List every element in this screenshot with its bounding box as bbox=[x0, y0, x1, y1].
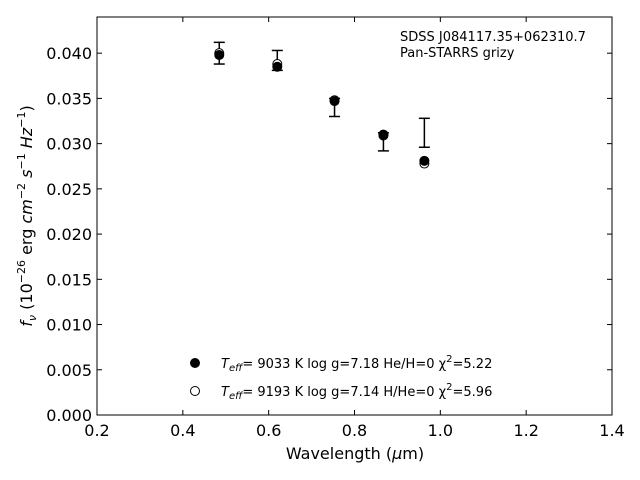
x-tick-label: 0.2 bbox=[84, 421, 109, 440]
model-point-filled bbox=[329, 96, 340, 107]
legend-marker-open bbox=[190, 386, 200, 396]
y-tick-label: 0.025 bbox=[46, 180, 92, 199]
x-tick-label: 1.2 bbox=[513, 421, 538, 440]
x-axis-label: Wavelength (μm) bbox=[286, 444, 424, 463]
y-axis-label: fν (10−26 erg cm−2 s−1 Hz−1) bbox=[15, 105, 39, 326]
legend-marker-filled bbox=[190, 358, 200, 368]
model-point-filled bbox=[378, 129, 389, 140]
axis-ticks: 0.2 0.4 0.6 0.8 1.0 1.2 1.4 0.000 0.005 0.010 0.01… bbox=[46, 17, 625, 440]
annotation-object-name: SDSS J084117.35+062310.7 bbox=[400, 30, 586, 45]
legend: Teff= 9033 K log g=7.18 He/H=0 χ2=5.22 T… bbox=[190, 354, 492, 402]
legend-entry-open: Teff= 9193 K log g=7.14 H/He=0 χ2=5.96 bbox=[221, 382, 492, 402]
legend-entry-filled: Teff= 9033 K log g=7.18 He/H=0 χ2=5.22 bbox=[221, 354, 492, 374]
model-point-filled bbox=[272, 61, 283, 72]
x-tick-label: 0.4 bbox=[170, 421, 195, 440]
x-tick-label: 1.4 bbox=[599, 421, 624, 440]
annotation-survey: Pan-STARRS grizy bbox=[400, 46, 515, 61]
error-bar bbox=[418, 117, 430, 149]
x-tick-label: 0.8 bbox=[342, 421, 367, 440]
y-tick-label: 0.015 bbox=[46, 270, 92, 289]
x-tick-label: 1.0 bbox=[428, 421, 453, 440]
x-tick-label: 0.6 bbox=[256, 421, 281, 440]
y-tick-label: 0.035 bbox=[46, 89, 92, 108]
y-tick-label: 0.010 bbox=[46, 316, 92, 335]
model-point-filled bbox=[419, 155, 430, 166]
plot-area bbox=[96, 16, 613, 416]
y-tick-label: 0.030 bbox=[46, 135, 92, 154]
chart-marks bbox=[213, 41, 430, 169]
y-tick-label: 0.005 bbox=[46, 361, 92, 380]
model-point-filled bbox=[214, 49, 225, 60]
y-tick-label: 0.020 bbox=[46, 225, 92, 244]
y-tick-label: 0.040 bbox=[46, 44, 92, 63]
plot-frame bbox=[96, 16, 613, 416]
y-tick-label: 0.000 bbox=[46, 406, 92, 425]
